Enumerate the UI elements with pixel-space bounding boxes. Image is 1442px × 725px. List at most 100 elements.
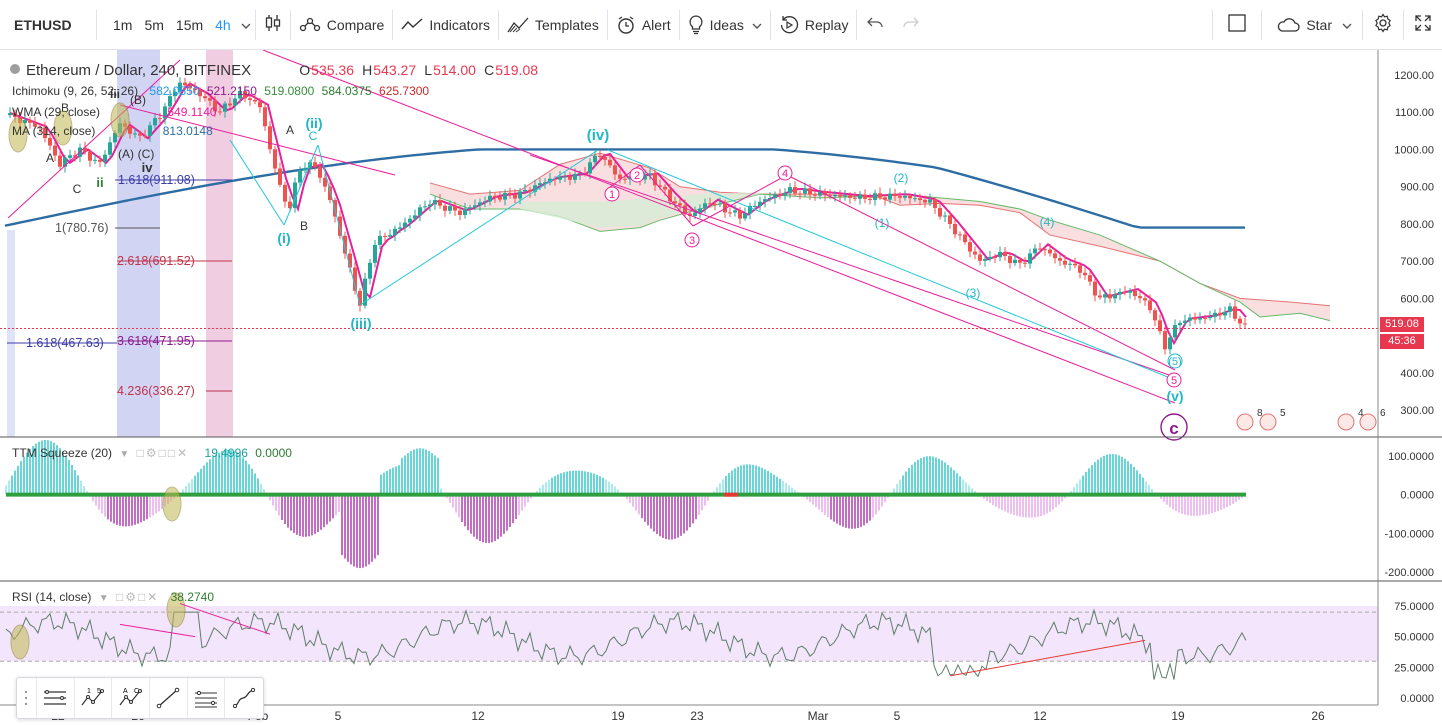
templates-button[interactable]: Templates	[499, 0, 607, 50]
candle-body	[1053, 253, 1057, 259]
candle-body	[978, 254, 982, 261]
candle-body	[963, 234, 967, 243]
legend-eye-icon[interactable]	[10, 64, 20, 74]
candle-body	[278, 168, 282, 185]
interval-15m[interactable]: 15m	[175, 16, 204, 33]
menu-lines-icon[interactable]	[37, 678, 75, 718]
interval-5m[interactable]: 5m	[144, 16, 164, 33]
wave-label: (iv)	[587, 127, 610, 144]
candle-body	[443, 205, 447, 211]
chart-area[interactable]: 1.618(911.08) 1(780.76) 2.618(691.52) 1.618…	[0, 50, 1442, 725]
candle-body	[218, 111, 222, 113]
fullscreen-button[interactable]	[1404, 0, 1442, 50]
interval-4h[interactable]: 4h	[215, 16, 231, 33]
highlight-ellipse	[110, 102, 130, 138]
candle-body	[223, 103, 227, 112]
wave-label: ii	[96, 175, 103, 190]
fullscreen-layout-button[interactable]	[1213, 0, 1261, 50]
candle-body	[843, 195, 847, 197]
candle-body	[228, 103, 232, 106]
compare-button[interactable]: Compare	[291, 0, 393, 50]
drag-handle[interactable]	[17, 678, 37, 718]
alert-button[interactable]: Alert	[608, 0, 679, 50]
candle-body	[553, 178, 557, 180]
candle-body	[953, 223, 957, 235]
candle-body	[298, 170, 302, 183]
candle-body	[58, 155, 62, 167]
price-axis-label: 800.00	[1400, 219, 1434, 231]
channel-line	[7, 59, 181, 219]
ideas-button[interactable]: Ideas	[680, 0, 770, 50]
undo-button[interactable]	[857, 0, 893, 50]
candle-body	[388, 235, 392, 237]
interval-1m[interactable]: 1m	[113, 16, 133, 33]
candle-body	[523, 189, 527, 192]
time-axis-label: 19	[611, 709, 625, 723]
candle-body	[1113, 294, 1117, 299]
candle-body	[83, 147, 87, 152]
wave-marker	[684, 232, 700, 248]
candle-body	[663, 186, 667, 190]
candle-body	[593, 155, 597, 163]
compare-label: Compare	[326, 16, 385, 33]
candle-body	[1133, 290, 1137, 297]
indicators-button[interactable]: Indicators	[393, 0, 498, 50]
candle-body	[613, 165, 617, 175]
candle-body	[273, 149, 277, 169]
wave-label: B	[61, 101, 69, 115]
candle-body	[828, 195, 832, 197]
interval-group: 1m 5m 15m 4h	[97, 0, 255, 50]
ideas-label: Ideas	[709, 16, 744, 33]
candle-body	[13, 113, 17, 118]
candle-body	[628, 177, 632, 180]
rsi-line	[5, 608, 1247, 680]
wave-marker	[1160, 413, 1188, 441]
candle-body	[143, 135, 147, 137]
candle-body	[528, 189, 532, 192]
rsi-trend-line	[179, 603, 271, 635]
candle-body	[438, 199, 442, 206]
ttm-legend: TTM Squeeze (20) ▼ □⚙□□✕ 19.4996 0.0000	[12, 446, 296, 460]
chevron-down-icon[interactable]	[241, 17, 251, 33]
wave-label: 4	[782, 168, 788, 180]
time-axis-label: 12	[1033, 709, 1047, 723]
chevron-down-icon[interactable]: ▼	[119, 449, 130, 460]
ttm-controls[interactable]: □⚙□□✕	[136, 446, 190, 460]
candle-body	[23, 120, 27, 124]
fib-label: 4.236(336.27)	[117, 384, 195, 398]
candle-body	[988, 256, 992, 259]
candle-body	[998, 251, 1002, 258]
candle-body	[128, 126, 132, 134]
symbol-search[interactable]: ETHUSD	[14, 16, 72, 33]
candle-body	[1118, 291, 1122, 295]
candle-body	[728, 212, 732, 214]
redo-button[interactable]	[893, 0, 929, 50]
candle-body	[1038, 248, 1042, 250]
replay-button[interactable]: Replay	[771, 0, 857, 50]
wave-label: C	[309, 129, 318, 143]
candle-body	[268, 126, 272, 150]
candle-body	[508, 192, 512, 195]
time-axis-label: 5	[894, 709, 901, 723]
highlight-ellipse	[162, 486, 182, 522]
channel-line	[262, 50, 1176, 404]
ichimoku-cloud-green	[520, 192, 760, 228]
star-button[interactable]: Star	[1262, 0, 1362, 50]
wave-label: iv	[142, 160, 154, 175]
chevron-down-icon[interactable]: ▼	[98, 593, 109, 604]
chart-style-button[interactable]	[256, 0, 290, 50]
settings-button[interactable]	[1363, 0, 1403, 50]
event-flag-icon	[1359, 413, 1377, 431]
candle-body	[103, 154, 107, 162]
candle-body	[253, 99, 257, 102]
rsi-controls[interactable]: □⚙□✕	[115, 590, 160, 604]
wave-marker	[777, 165, 793, 181]
toolbar-divider	[606, 9, 608, 40]
fib-icon[interactable]	[188, 678, 226, 718]
candle-body	[668, 189, 672, 202]
chart-canvas[interactable]: 1.618(911.08)1(780.76)2.618(691.52)1.618…	[0, 50, 1442, 725]
trend-line-icon[interactable]	[150, 678, 188, 718]
brush-icon[interactable]	[225, 678, 263, 718]
